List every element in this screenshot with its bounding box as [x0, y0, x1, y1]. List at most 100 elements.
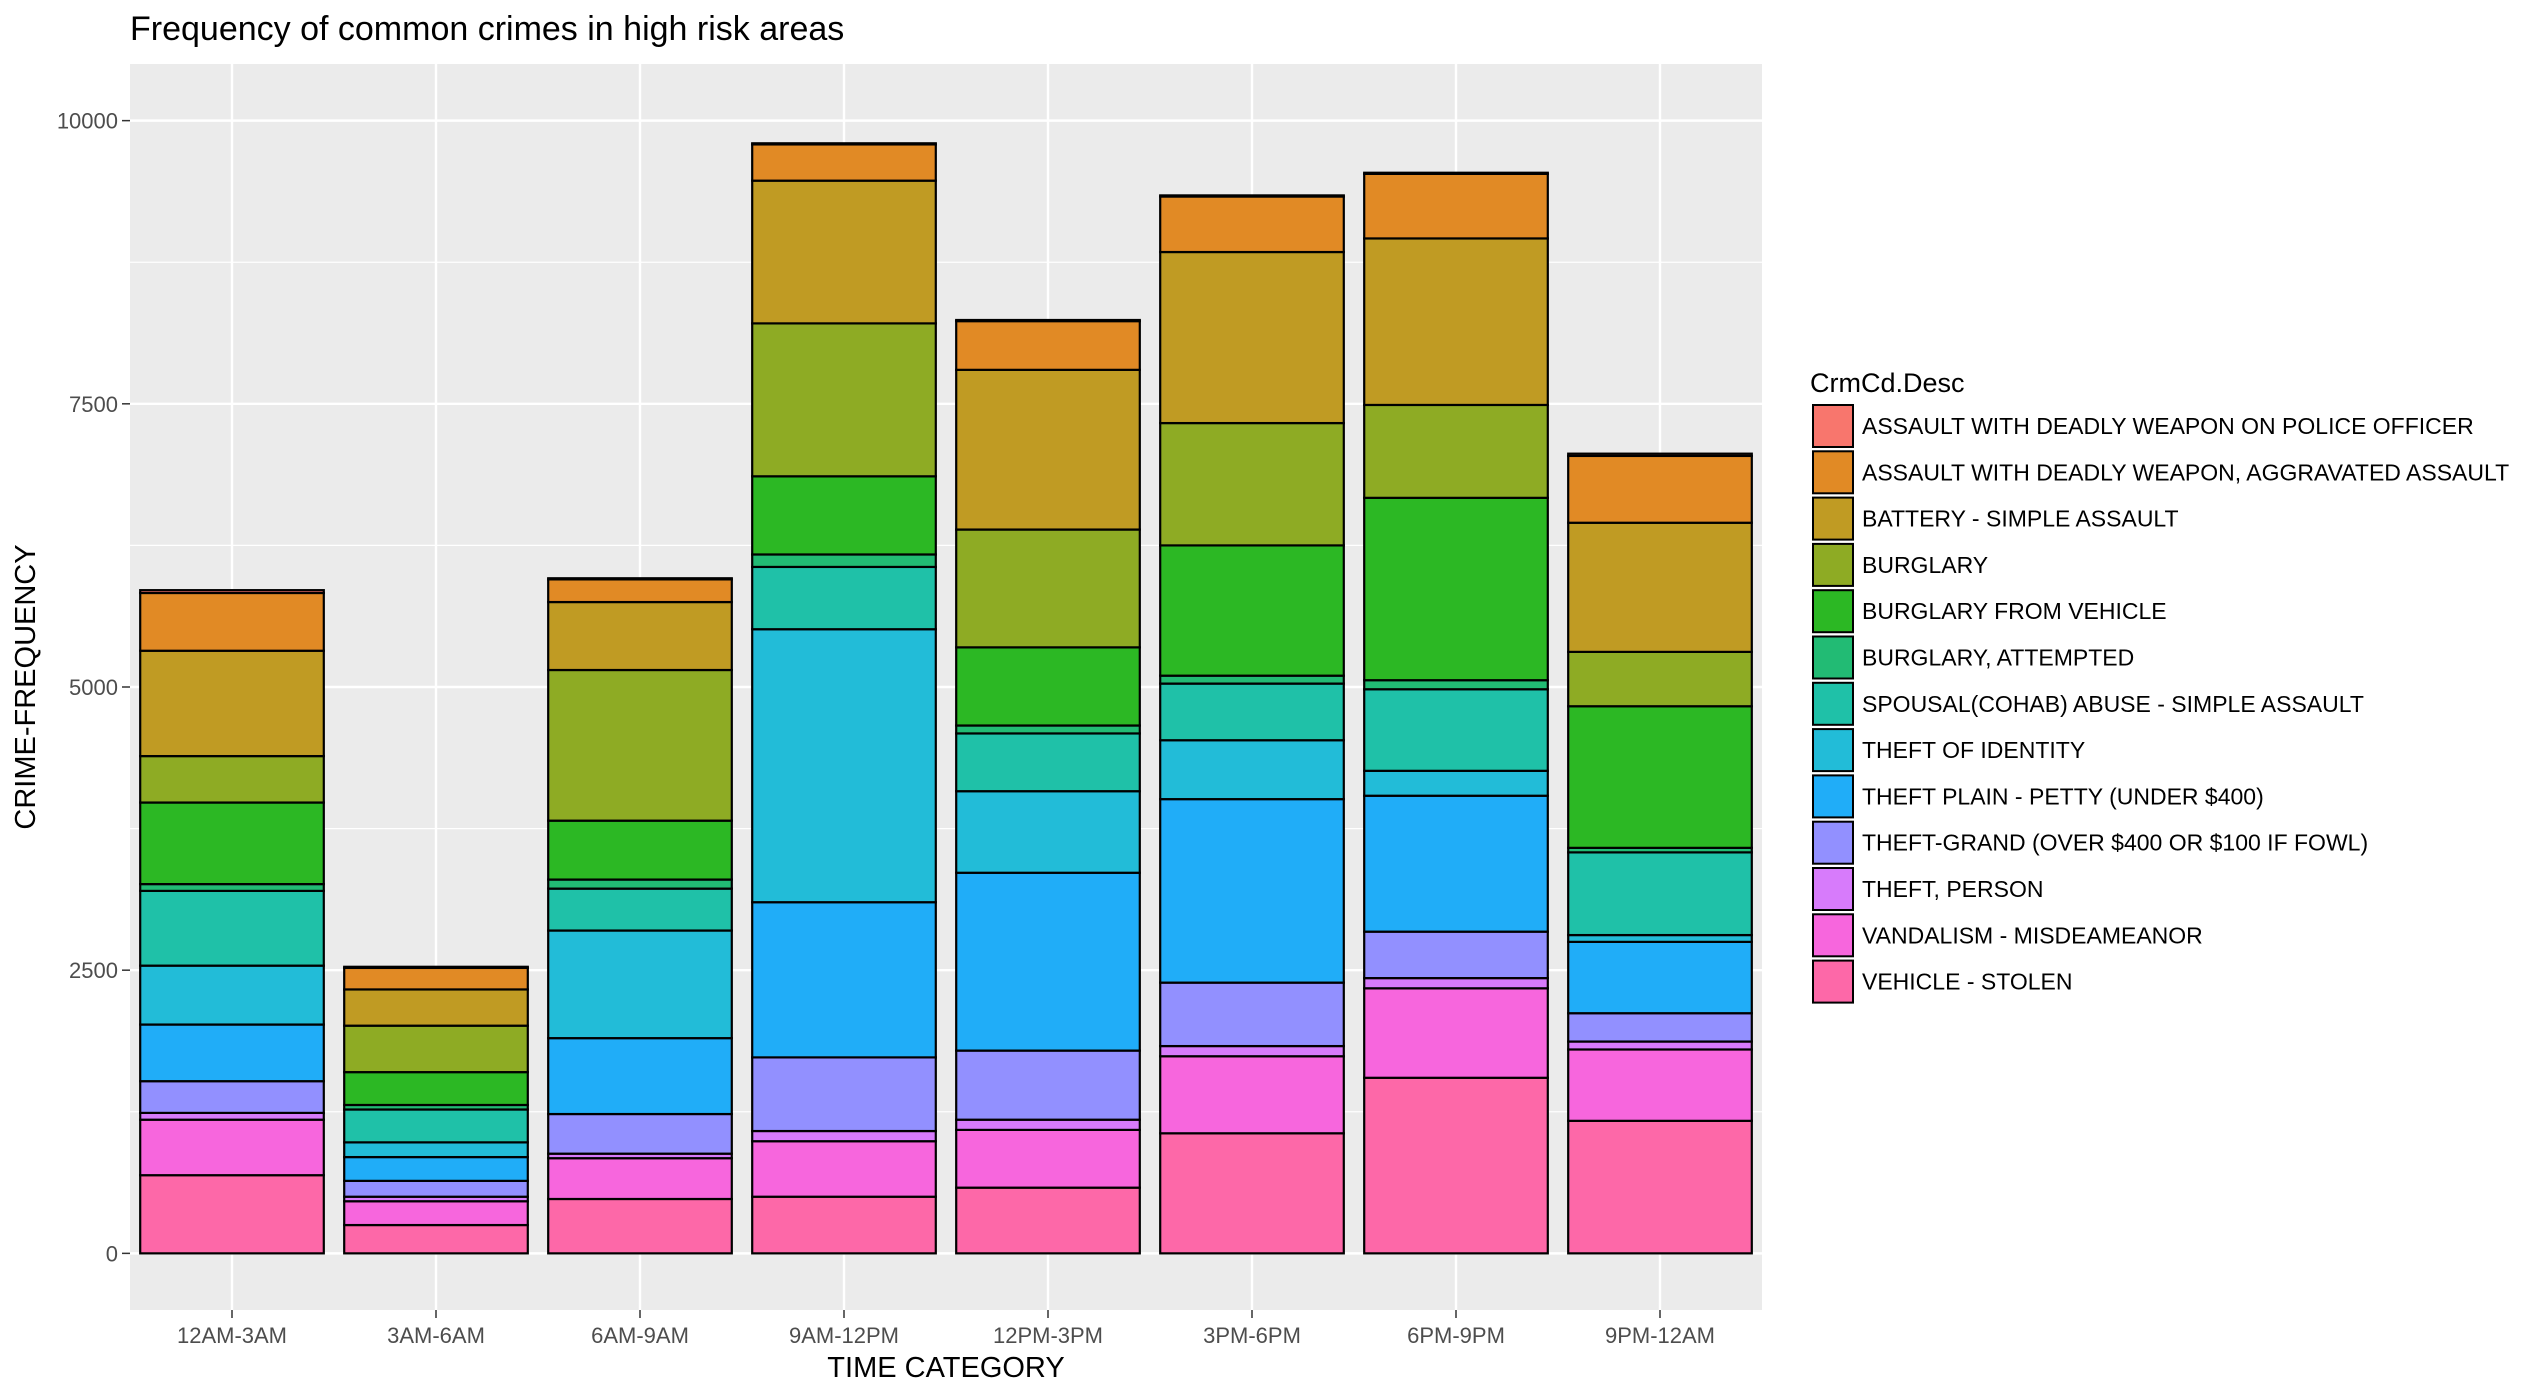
bar-segment — [955, 1128, 1141, 1189]
legend-label: BURGLARY — [1862, 552, 1988, 578]
bar-segment — [139, 801, 325, 886]
bar-segment — [1363, 679, 1549, 691]
legend-label: BURGLARY FROM VEHICLE — [1862, 598, 2167, 624]
bar-segment — [343, 1223, 529, 1255]
bar-segment — [547, 1112, 733, 1155]
bar-segment — [343, 1179, 529, 1198]
legend-items: ASSAULT WITH DEADLY WEAPON ON POLICE OFF… — [1812, 404, 2509, 1004]
legend-key — [1812, 450, 1854, 495]
bar-segment — [955, 1186, 1141, 1255]
bar-segment — [1567, 1040, 1753, 1051]
legend-label: ASSAULT WITH DEADLY WEAPON ON POLICE OFF… — [1862, 413, 2474, 439]
legend-key — [1812, 404, 1854, 448]
legend-key — [1812, 913, 1854, 958]
bar-segment — [955, 732, 1141, 793]
bar-segment — [751, 553, 937, 569]
legend-title: CrmCd.Desc — [1810, 368, 1965, 398]
bar-segment — [1363, 496, 1549, 682]
bar-segment — [139, 1023, 325, 1083]
legend-label: THEFT, PERSON — [1862, 876, 2043, 902]
bar-segment — [139, 649, 325, 758]
bar-segment — [1567, 452, 1753, 458]
bar-segment — [139, 964, 325, 1026]
x-tick-label: 6PM-9PM — [1407, 1323, 1505, 1348]
legend-key — [1812, 959, 1854, 1004]
chart-title: Frequency of common crimes in high risk … — [130, 10, 844, 48]
bar-segment — [751, 565, 937, 631]
bar-segment — [547, 668, 733, 822]
bar-segment — [1159, 1044, 1345, 1058]
bar-segment — [343, 1071, 529, 1107]
x-tick-label: 6AM-9AM — [591, 1323, 689, 1348]
bar-segment — [751, 628, 937, 904]
bar-segment — [1159, 1055, 1345, 1135]
bar-segment — [1567, 1119, 1753, 1255]
bar-segment — [955, 790, 1141, 874]
legend-label: BURGLARY, ATTEMPTED — [1862, 645, 2134, 671]
legend-key — [1812, 496, 1854, 541]
bar-segment — [343, 965, 529, 970]
x-tick-label: 3AM-6AM — [387, 1323, 485, 1348]
bar-segment — [1567, 1048, 1753, 1122]
legend-label: SPOUSAL(COHAB) ABUSE - SIMPLE ASSAULT — [1862, 691, 2364, 717]
bar-segment — [547, 600, 733, 672]
legend-label: ASSAULT WITH DEADLY WEAPON, AGGRAVATED A… — [1862, 459, 2509, 485]
legend-label: BATTERY - SIMPLE ASSAULT — [1862, 506, 2179, 532]
bar-segment — [547, 1197, 733, 1255]
x-tick-label: 12AM-3AM — [177, 1323, 287, 1348]
bar-segment — [955, 368, 1141, 531]
bar-segment — [751, 179, 937, 325]
y-tick-label: 10000 — [57, 109, 118, 134]
bar-segment — [1363, 171, 1549, 175]
bar-segment — [343, 1108, 529, 1144]
bar-segment — [1567, 851, 1753, 937]
legend-key — [1812, 728, 1854, 773]
bar-segment — [1363, 930, 1549, 980]
bar-segment — [751, 1140, 937, 1198]
bar-segment — [1567, 650, 1753, 708]
bar-segment — [139, 591, 325, 652]
bar-segment — [955, 320, 1141, 371]
bar-segment — [1159, 194, 1345, 198]
bar-segment — [343, 966, 529, 991]
x-tick-label: 3PM-6PM — [1203, 1323, 1301, 1348]
x-tick-label: 9AM-12PM — [789, 1323, 899, 1348]
legend-key — [1812, 681, 1854, 726]
legend-key — [1812, 635, 1854, 680]
bar-segment — [751, 322, 937, 478]
bar-segment — [547, 1037, 733, 1116]
x-axis-title: TIME CATEGORY — [827, 1352, 1064, 1384]
bar-segment — [955, 528, 1141, 649]
bar-segment — [1159, 544, 1345, 677]
legend-label: THEFT OF IDENTITY — [1862, 737, 2085, 763]
x-axis-ticks: 12AM-3AM 3AM-6AM 6AM-9AM 9AM-12PM 12PM-3PM 3P… — [177, 1310, 1715, 1348]
bar-segment — [751, 901, 937, 1059]
bar-segment — [751, 1056, 937, 1133]
bar-segment — [139, 1118, 325, 1177]
bar-segment — [1567, 1012, 1753, 1043]
y-axis-title: CRIME-FREQUENCY — [10, 544, 42, 829]
bar-segment — [1159, 798, 1345, 984]
bar-segment — [1567, 454, 1753, 524]
bar-segment — [751, 1195, 937, 1255]
bar-segment — [955, 1049, 1141, 1121]
bar-segment — [343, 1200, 529, 1227]
bar-segment — [955, 724, 1141, 735]
x-tick-label: 9PM-12AM — [1605, 1323, 1715, 1348]
bar-segment — [751, 143, 937, 182]
bar-segment — [139, 589, 325, 595]
legend-label: VEHICLE - STOLEN — [1862, 969, 2072, 995]
legend-key — [1812, 820, 1854, 865]
bar-segment — [139, 889, 325, 967]
bar-segment — [955, 646, 1141, 727]
bar-segment — [1159, 250, 1345, 425]
bar-segment — [139, 1080, 325, 1115]
bar-segment — [1159, 981, 1345, 1048]
y-axis-ticks: 0 2500 5000 7500 10000 — [57, 109, 130, 1266]
y-tick-label: 5000 — [69, 675, 118, 700]
bar-segment — [547, 878, 733, 890]
bar-segment — [1159, 674, 1345, 685]
bar-segment — [1567, 940, 1753, 1015]
y-tick-label: 2500 — [69, 958, 118, 983]
bar-segment — [1363, 794, 1549, 933]
